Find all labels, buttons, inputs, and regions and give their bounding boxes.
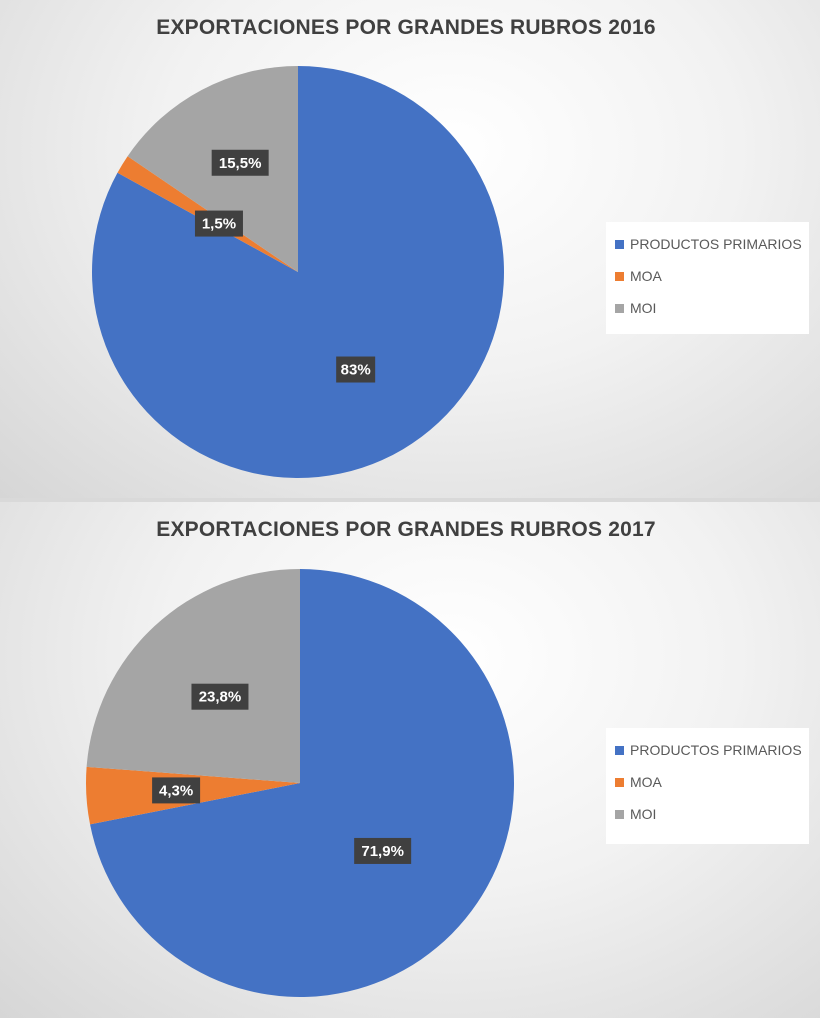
data-label-productos-primarios: 71,9% (354, 837, 412, 864)
data-label-box (336, 356, 376, 383)
data-label-text: 83% (341, 362, 371, 379)
data-label-text: 1,5% (202, 216, 236, 233)
pie-chart-2017: 71,9% 4,3% 23,8% (86, 569, 514, 997)
data-label-box (211, 149, 269, 176)
legend-swatch (615, 271, 624, 281)
legend-item-productos-primarios: PRODUCTOS PRIMARIOS (606, 734, 809, 766)
data-label-moi: 15,5% (211, 149, 269, 176)
legend-swatch (615, 809, 624, 819)
data-label-moa: 4,3% (152, 777, 201, 804)
legend-label: MOA (630, 774, 662, 790)
legend-label: PRODUCTOS PRIMARIOS (630, 236, 802, 252)
legend-item-moi: MOI (606, 798, 809, 830)
legend-swatch (615, 745, 624, 755)
data-label-box (191, 683, 249, 710)
data-label-text: 23,8% (199, 689, 242, 706)
legend-label: PRODUCTOS PRIMARIOS (630, 742, 802, 758)
data-label-text: 71,9% (361, 843, 404, 860)
legend-swatch (615, 239, 624, 249)
pie-slice-moi (86, 569, 300, 783)
legend-label: MOI (630, 300, 657, 316)
legend-swatch (615, 777, 624, 787)
data-label-text: 4,3% (159, 782, 193, 799)
data-label-box (152, 777, 201, 804)
legend-item-moa: MOA (606, 766, 809, 798)
data-label-moa: 1,5% (194, 210, 243, 237)
legend-swatch (615, 303, 624, 313)
data-label-moi: 23,8% (191, 683, 249, 710)
data-label-productos-primarios: 83% (336, 356, 376, 383)
pie-chart-2016: 83% 1,5% 15,5% (91, 65, 504, 478)
chart-panel-2017: EXPORTACIONES POR GRANDES RUBROS 2017 71… (0, 502, 820, 1018)
data-label-text: 15,5% (219, 155, 262, 172)
chart-panel-2016: EXPORTACIONES POR GRANDES RUBROS 2016 83… (0, 0, 820, 498)
pie-slice-productos-primarios (91, 66, 504, 478)
chart-legend: PRODUCTOS PRIMARIOS MOA MOI (606, 728, 809, 844)
legend-label: MOA (630, 268, 662, 284)
data-label-box (194, 210, 243, 237)
chart-title: EXPORTACIONES POR GRANDES RUBROS 2017 (156, 518, 656, 541)
data-label-box (354, 837, 412, 864)
legend-item-moa: MOA (606, 260, 809, 292)
legend-item-productos-primarios: PRODUCTOS PRIMARIOS (606, 228, 809, 260)
chart-title: EXPORTACIONES POR GRANDES RUBROS 2016 (156, 16, 656, 39)
legend-item-moi: MOI (606, 292, 809, 324)
chart-legend: PRODUCTOS PRIMARIOS MOA MOI (606, 222, 809, 334)
pie-slice-productos-primarios (90, 569, 514, 997)
legend-label: MOI (630, 806, 657, 822)
